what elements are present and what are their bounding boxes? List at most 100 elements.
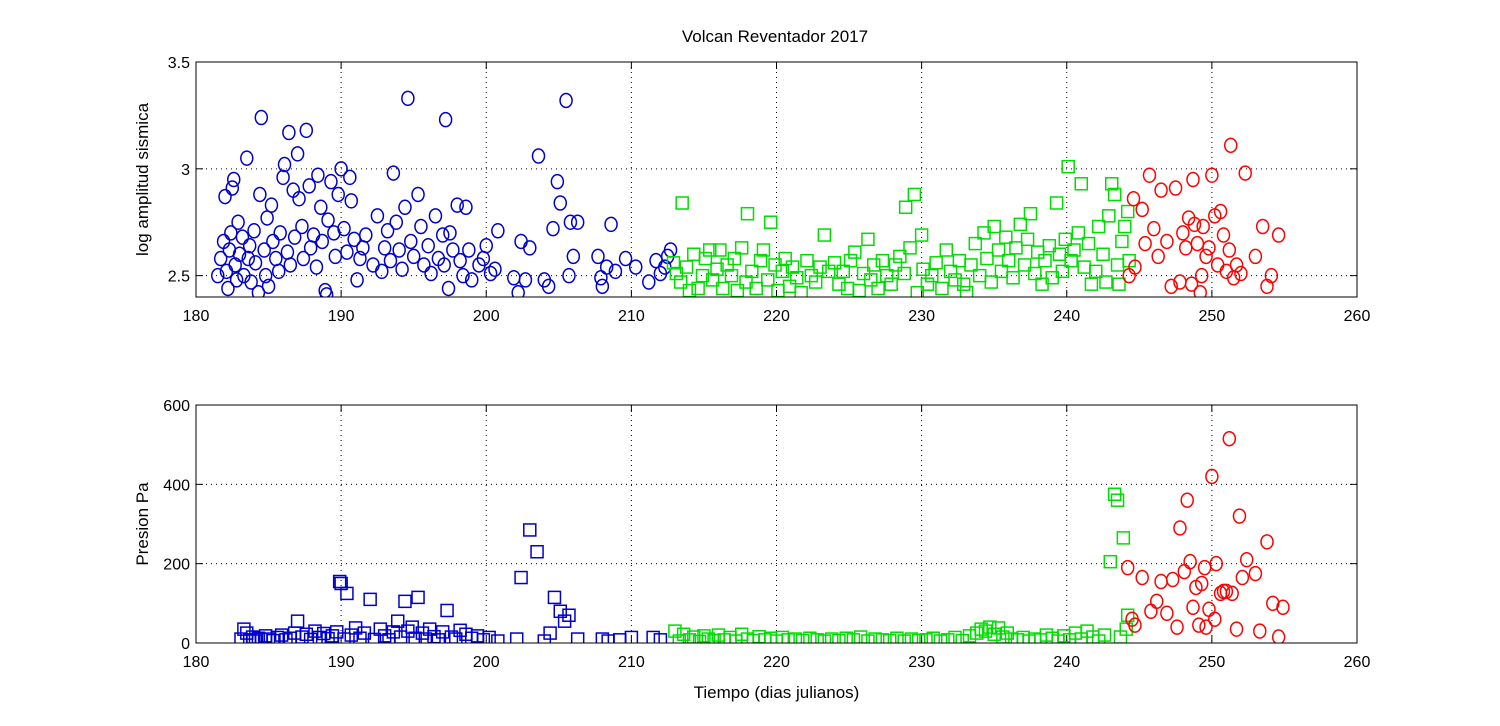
data-point-square: [1096, 247, 1110, 262]
data-point-circle: [1205, 468, 1219, 485]
x-tick-label: 200: [473, 308, 500, 325]
data-point-circle: [282, 124, 296, 141]
data-point-circle: [261, 278, 276, 295]
data-point-square: [962, 629, 977, 643]
data-point-square: [868, 632, 882, 643]
data-point-circle: [370, 208, 385, 224]
data-point-square: [303, 632, 318, 643]
data-point-square: [1006, 271, 1020, 285]
data-point-square: [955, 633, 970, 643]
data-point-square: [983, 620, 997, 634]
x-tick-label: 230: [908, 308, 935, 325]
data-point-circle: [438, 111, 453, 128]
data-point-square: [295, 630, 309, 643]
data-point-circle: [386, 165, 401, 181]
data-point-circle: [1205, 167, 1219, 183]
data-point-circle: [1271, 629, 1286, 643]
data-point-square: [824, 632, 839, 643]
x-tick-label: 230: [908, 654, 935, 671]
data-point-circle: [225, 180, 240, 196]
y-tick-label: 600: [163, 398, 190, 415]
data-point-circle: [462, 242, 476, 258]
data-point-square: [440, 603, 454, 618]
y-tick-label: 3: [181, 162, 190, 179]
data-point-circle: [380, 223, 395, 239]
data-point-square: [940, 633, 955, 643]
data-point-circle: [1138, 235, 1152, 252]
data-point-square: [687, 247, 701, 262]
data-point-square: [904, 632, 919, 643]
data-point-square: [1038, 253, 1052, 268]
data-point-square: [782, 279, 797, 294]
data-point-circle: [599, 259, 614, 275]
data-point-square: [785, 260, 800, 274]
data-point-circle: [1177, 563, 1192, 580]
data-point-square: [943, 264, 958, 279]
data-point-square: [251, 631, 266, 643]
data-point-circle: [277, 156, 292, 173]
data-point-circle: [211, 267, 225, 284]
data-point-square: [880, 268, 894, 283]
data-point-square: [827, 256, 842, 270]
data-point-square: [363, 592, 377, 607]
data-point-circle: [1173, 520, 1187, 536]
data-point-circle: [1213, 203, 1228, 220]
data-point-square: [832, 633, 846, 643]
data-point-square: [1013, 217, 1028, 232]
data-point-circle: [1234, 265, 1248, 282]
data-point-circle: [604, 216, 618, 233]
data-point-square: [1064, 253, 1078, 268]
data-point-circle: [260, 210, 274, 226]
data-point-square: [330, 625, 344, 639]
data-point-circle: [290, 146, 305, 162]
axes-frame: [195, 61, 1358, 298]
data-point-circle: [523, 240, 537, 256]
data-point-square: [344, 628, 359, 642]
data-point-circle: [1248, 565, 1263, 582]
data-point-circle: [628, 259, 643, 275]
data-point-square: [274, 628, 289, 642]
figure-title: Volcan Reventador 2017: [682, 27, 868, 46]
data-point-square: [861, 634, 875, 643]
data-point-circle: [1126, 190, 1141, 207]
data-point-square: [987, 219, 1001, 234]
data-point-circle: [446, 242, 460, 258]
data-point-square: [1042, 238, 1057, 253]
data-point-square: [1071, 226, 1086, 240]
data-point-square: [701, 632, 716, 643]
data-point-circle: [1120, 559, 1135, 576]
data-point-square: [730, 283, 745, 297]
data-point-circle: [450, 197, 464, 213]
data-point-square: [761, 273, 775, 287]
data-point-square: [745, 264, 759, 279]
data-point-circle: [1210, 257, 1225, 273]
data-point-circle: [235, 229, 250, 245]
data-point-circle: [1202, 601, 1216, 618]
data-point-circle: [1179, 240, 1193, 256]
data-point-square: [431, 633, 446, 643]
data-point-circle: [321, 212, 335, 228]
data-point-square: [964, 258, 978, 272]
data-point-square: [1028, 266, 1042, 281]
data-point-square: [1120, 608, 1135, 622]
data-point-circle: [296, 250, 311, 267]
data-point-square: [713, 243, 727, 257]
data-point-square: [1103, 554, 1118, 569]
data-point-square: [377, 629, 392, 643]
data-point-circle: [392, 242, 406, 258]
data-point-circle: [1160, 605, 1174, 621]
x-tick-label: 260: [1344, 654, 1371, 671]
data-point-circle: [483, 265, 498, 282]
x-tick-label: 190: [328, 654, 355, 671]
data-point-circle: [340, 244, 354, 260]
data-point-circle: [1147, 220, 1161, 237]
data-point-circle: [1193, 284, 1208, 297]
data-point-circle: [1128, 617, 1142, 633]
data-point-square: [1017, 258, 1032, 272]
data-point-square: [675, 196, 689, 210]
data-point-square: [1009, 241, 1023, 255]
data-point-square: [1055, 264, 1070, 279]
data-point-circle: [424, 265, 438, 282]
data-point-square: [340, 586, 354, 601]
data-point-circle: [1168, 180, 1183, 196]
